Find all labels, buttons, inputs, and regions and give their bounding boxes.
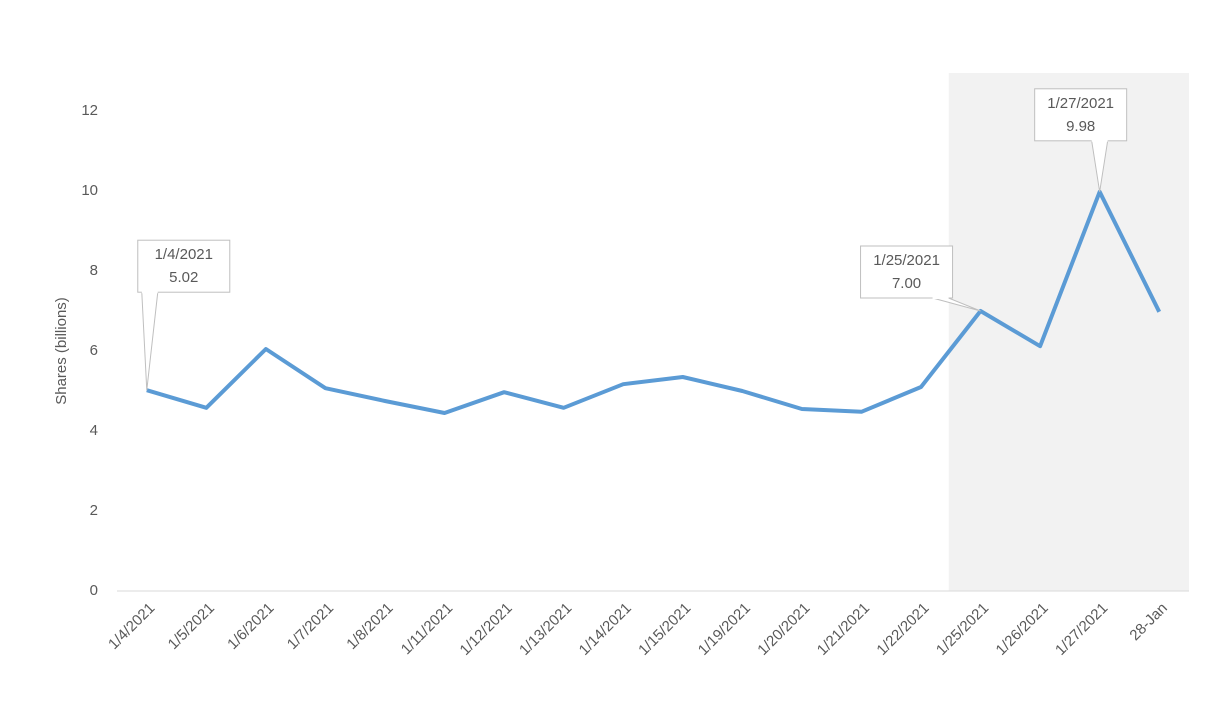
- data-label: 5.02: [169, 269, 198, 286]
- y-tick-label: 0: [90, 582, 98, 599]
- callout-category: 1/4/2021: [155, 246, 213, 263]
- callout-box: [137, 239, 231, 293]
- callout: 1/25/2021 7.00: [860, 245, 981, 312]
- callout: 1/4/2021 5.02: [137, 239, 231, 391]
- data-label: 9.98: [1066, 118, 1095, 135]
- x-tick-label: 1/14/2021: [576, 600, 635, 659]
- x-tick-label: 1/7/2021: [284, 600, 337, 653]
- x-tick-label: 1/5/2021: [165, 600, 218, 653]
- callout-box: [1034, 88, 1128, 142]
- data-line: [146, 189, 1162, 415]
- x-tick-label: 1/27/2021: [1052, 600, 1111, 659]
- x-tick-label: 1/20/2021: [754, 600, 813, 659]
- highlight-band: [948, 73, 1189, 591]
- x-tick-label: 1/12/2021: [457, 600, 516, 659]
- x-tick-label: 1/4/2021: [105, 600, 158, 653]
- x-tick-label: 1/25/2021: [933, 600, 992, 659]
- x-tick-label: 1/13/2021: [516, 600, 575, 659]
- y-tick-label: 8: [90, 262, 98, 279]
- callout-category: 1/25/2021: [873, 252, 940, 269]
- y-tick-label: 12: [81, 102, 98, 119]
- x-tick-label: 28-Jan: [1126, 600, 1170, 644]
- data-label: 7.00: [892, 275, 921, 292]
- x-tick-label: 1/6/2021: [224, 600, 277, 653]
- y-tick-label: 10: [81, 182, 98, 199]
- y-tick-label: 6: [90, 342, 98, 359]
- callout-pointer: [141, 291, 159, 391]
- x-tick-label: 1/15/2021: [635, 600, 694, 659]
- callout-box: [860, 245, 954, 299]
- callout-category: 1/27/2021: [1047, 95, 1114, 112]
- x-tick-label: 1/8/2021: [343, 600, 396, 653]
- x-tick-label: 1/19/2021: [695, 600, 754, 659]
- callout: 1/27/2021 9.98: [1034, 88, 1128, 192]
- x-tick-label: 1/26/2021: [993, 600, 1052, 659]
- x-tick-label: 1/11/2021: [398, 600, 456, 658]
- x-tick-label: 1/21/2021: [814, 600, 873, 659]
- y-tick-label: 2: [90, 502, 98, 519]
- x-tick-label: 1/22/2021: [873, 600, 932, 659]
- y-axis-label: Shares (billions): [53, 297, 70, 405]
- y-tick-label: 4: [90, 422, 98, 439]
